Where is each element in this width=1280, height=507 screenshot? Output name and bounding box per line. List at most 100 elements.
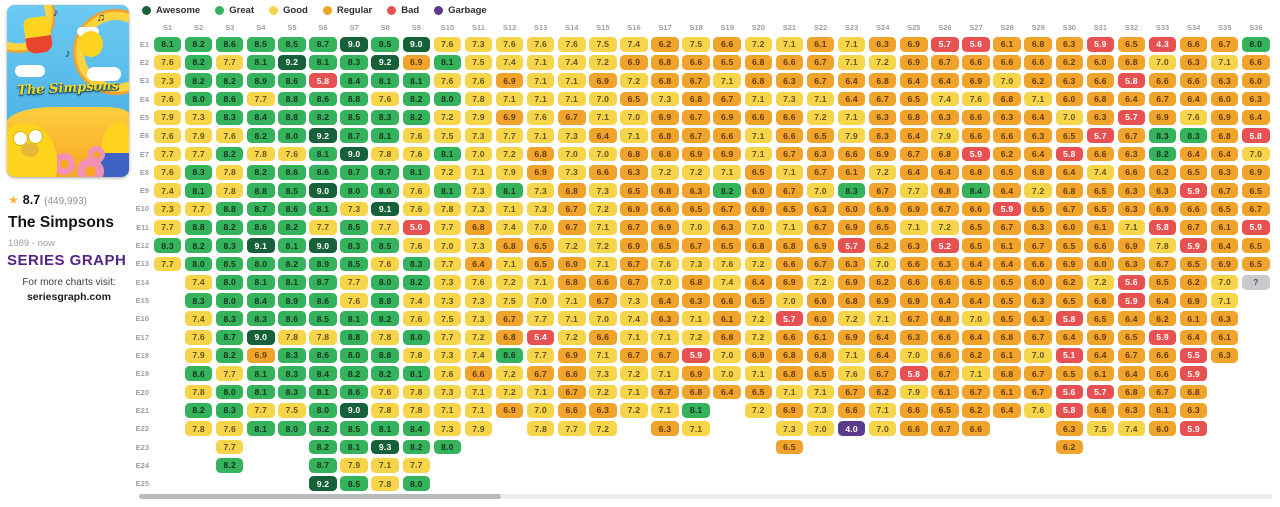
rating-cell[interactable]: 5.6: [1055, 384, 1084, 400]
rating-cell[interactable]: 8.7: [215, 329, 244, 345]
rating-cell[interactable]: 7.7: [558, 421, 586, 437]
rating-cell[interactable]: 5.4: [526, 329, 555, 345]
rating-cell[interactable]: 8.8: [184, 219, 213, 235]
rating-cell[interactable]: 8.5: [247, 36, 275, 52]
rating-cell[interactable]: 6.6: [713, 128, 741, 144]
rating-cell[interactable]: 7.2: [558, 238, 586, 253]
rating-cell[interactable]: 8.6: [371, 183, 399, 199]
rating-cell[interactable]: 6.3: [1179, 403, 1208, 418]
rating-cell[interactable]: 6.6: [775, 110, 804, 125]
rating-cell[interactable]: 6.7: [1148, 384, 1177, 400]
rating-cell[interactable]: 8.1: [247, 366, 275, 382]
rating-cell[interactable]: 5.1: [1055, 348, 1084, 363]
rating-cell[interactable]: 8.3: [402, 256, 431, 272]
rating-cell[interactable]: 6.9: [495, 73, 524, 89]
rating-cell[interactable]: 7.0: [651, 274, 679, 290]
rating-cell[interactable]: 7.5: [433, 128, 462, 144]
rating-cell[interactable]: 7.1: [1117, 219, 1146, 235]
rating-cell[interactable]: 6.4: [900, 128, 928, 144]
rating-cell[interactable]: 7.7: [247, 403, 275, 418]
rating-cell[interactable]: 7.2: [620, 403, 648, 418]
rating-cell[interactable]: 7.1: [620, 128, 648, 144]
rating-cell[interactable]: 6.3: [1117, 403, 1146, 418]
rating-cell[interactable]: 8.8: [371, 293, 399, 308]
rating-cell[interactable]: 8.2: [1148, 146, 1177, 162]
rating-cell[interactable]: 6.9: [620, 201, 648, 217]
rating-cell[interactable]: 6.9: [713, 146, 741, 162]
rating-cell[interactable]: 8.2: [278, 256, 306, 272]
rating-cell[interactable]: 6.3: [900, 238, 928, 253]
rating-cell[interactable]: 6.6: [1086, 293, 1115, 308]
rating-cell[interactable]: 7.8: [215, 164, 244, 180]
rating-cell[interactable]: 6.3: [1117, 146, 1146, 162]
rating-cell[interactable]: 6.7: [962, 384, 990, 400]
rating-cell[interactable]: 7.1: [744, 146, 773, 162]
rating-cell[interactable]: 9.0: [340, 403, 368, 418]
rating-cell[interactable]: 6.8: [962, 164, 990, 180]
rating-cell[interactable]: 6.7: [682, 128, 710, 144]
rating-cell[interactable]: 7.3: [464, 201, 493, 217]
rating-cell[interactable]: 7.2: [744, 36, 773, 52]
rating-cell[interactable]: ?: [1242, 274, 1270, 290]
rating-cell[interactable]: 8.6: [340, 384, 368, 400]
rating-cell[interactable]: 6.0: [1055, 219, 1084, 235]
rating-cell[interactable]: 7.0: [993, 73, 1021, 89]
rating-cell[interactable]: 6.6: [931, 274, 959, 290]
rating-cell[interactable]: 8.6: [215, 36, 244, 52]
rating-cell[interactable]: 6.6: [713, 293, 741, 308]
rating-cell[interactable]: 7.6: [153, 128, 182, 144]
rating-cell[interactable]: 6.5: [620, 91, 648, 107]
rating-cell[interactable]: 7.2: [495, 146, 524, 162]
rating-cell[interactable]: 6.5: [1086, 311, 1115, 327]
rating-cell[interactable]: 6.9: [713, 110, 741, 125]
rating-cell[interactable]: 6.7: [620, 256, 648, 272]
rating-cell[interactable]: 5.8: [900, 366, 928, 382]
rating-cell[interactable]: 8.1: [153, 36, 182, 52]
rating-cell[interactable]: 7.2: [620, 366, 648, 382]
rating-cell[interactable]: 6.6: [558, 403, 586, 418]
rating-cell[interactable]: 6.7: [589, 293, 617, 308]
rating-cell[interactable]: 8.1: [309, 384, 337, 400]
rating-cell[interactable]: 6.8: [744, 55, 773, 70]
seriesgraph-link[interactable]: seriesgraph.com: [26, 291, 112, 303]
rating-cell[interactable]: 7.7: [433, 219, 462, 235]
rating-cell[interactable]: 6.3: [1024, 311, 1052, 327]
rating-cell[interactable]: 7.6: [215, 421, 244, 437]
rating-cell[interactable]: 7.6: [153, 55, 182, 70]
rating-cell[interactable]: 7.1: [1210, 293, 1239, 308]
rating-cell[interactable]: 7.1: [371, 457, 399, 473]
rating-cell[interactable]: 6.8: [682, 384, 710, 400]
rating-cell[interactable]: 7.1: [713, 73, 741, 89]
rating-cell[interactable]: 7.2: [589, 201, 617, 217]
rating-cell[interactable]: 8.7: [309, 36, 337, 52]
rating-cell[interactable]: 7.7: [309, 219, 337, 235]
rating-cell[interactable]: 6.3: [651, 421, 679, 437]
rating-cell[interactable]: 8.2: [184, 73, 213, 89]
rating-cell[interactable]: 8.5: [371, 36, 399, 52]
rating-cell[interactable]: 6.7: [1148, 256, 1177, 272]
rating-cell[interactable]: 7.8: [402, 348, 431, 363]
rating-cell[interactable]: 7.1: [526, 73, 555, 89]
rating-cell[interactable]: 6.9: [900, 201, 928, 217]
rating-cell[interactable]: 6.4: [1117, 311, 1146, 327]
rating-cell[interactable]: 6.0: [1148, 421, 1177, 437]
rating-cell[interactable]: 9.2: [309, 476, 337, 492]
rating-cell[interactable]: 8.3: [278, 348, 306, 363]
rating-cell[interactable]: 7.7: [153, 146, 182, 162]
rating-cell[interactable]: 6.8: [868, 73, 897, 89]
rating-cell[interactable]: 5.8: [1117, 73, 1146, 89]
rating-cell[interactable]: 7.7: [153, 256, 182, 272]
rating-cell[interactable]: 6.3: [1210, 73, 1239, 89]
rating-cell[interactable]: 8.8: [247, 183, 275, 199]
rating-cell[interactable]: 7.1: [868, 311, 897, 327]
rating-cell[interactable]: 6.9: [837, 329, 866, 345]
rating-cell[interactable]: 6.5: [744, 384, 773, 400]
rating-cell[interactable]: 6.5: [993, 293, 1021, 308]
rating-cell[interactable]: 6.4: [900, 164, 928, 180]
rating-cell[interactable]: 8.1: [247, 274, 275, 290]
rating-cell[interactable]: 7.1: [962, 366, 990, 382]
rating-cell[interactable]: 8.5: [340, 219, 368, 235]
rating-cell[interactable]: 6.3: [1117, 183, 1146, 199]
rating-cell[interactable]: 7.9: [153, 110, 182, 125]
rating-cell[interactable]: 7.6: [464, 73, 493, 89]
